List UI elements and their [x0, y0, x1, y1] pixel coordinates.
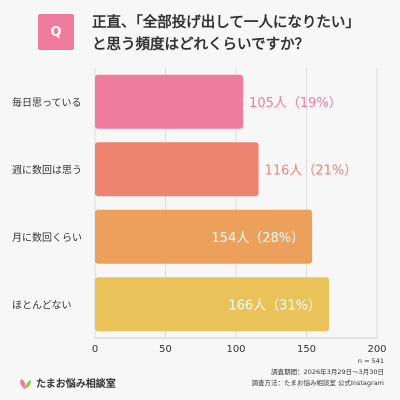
- question-badge: Q: [38, 14, 74, 50]
- category-label: 月に数回くらい: [12, 231, 82, 244]
- bar: [95, 277, 330, 332]
- category-label: 週に数回は思う: [12, 163, 82, 176]
- brand-name: たまお悩み相談室: [36, 379, 116, 390]
- bar: [95, 74, 244, 129]
- brand-logo: たまお悩み相談室: [18, 375, 116, 390]
- x-tick-label: 200: [367, 344, 386, 355]
- question-title-line-1: 正直、「全部投げ出して一人になりたい」: [92, 15, 360, 31]
- survey-period: 調査期間：2026年3月29日〜3月30日: [271, 368, 384, 376]
- bar: [95, 209, 313, 264]
- question-title-line-2: と思う頻度はどれくらいですか？: [92, 37, 310, 53]
- data-label: 166人（31%）: [228, 298, 321, 313]
- x-tick-label: 0: [92, 344, 98, 355]
- category-label: 毎日思っている: [12, 96, 82, 109]
- question-title: 正直、「全部投げ出して一人になりたい」 と思う頻度はどれくらいですか？: [92, 12, 392, 56]
- x-tick-label: 150: [297, 344, 316, 355]
- survey-method: 調査方法：たまお悩み相談室 公式Instagram: [251, 379, 384, 387]
- data-label: 116人（21%）: [265, 163, 358, 178]
- sample-size: n = 541: [357, 357, 384, 365]
- data-label: 154人（28%）: [211, 231, 304, 246]
- category-label: ほとんどない: [12, 299, 72, 311]
- bar: [95, 142, 259, 197]
- leaf-icon: [20, 378, 31, 389]
- survey-notes: n = 541 調査期間：2026年3月29日〜3月30日 調査方法：たまお悩み…: [252, 356, 384, 389]
- x-tick-label: 100: [226, 344, 245, 355]
- data-label: 105人（19%）: [249, 96, 342, 111]
- x-tick-label: 50: [159, 344, 172, 355]
